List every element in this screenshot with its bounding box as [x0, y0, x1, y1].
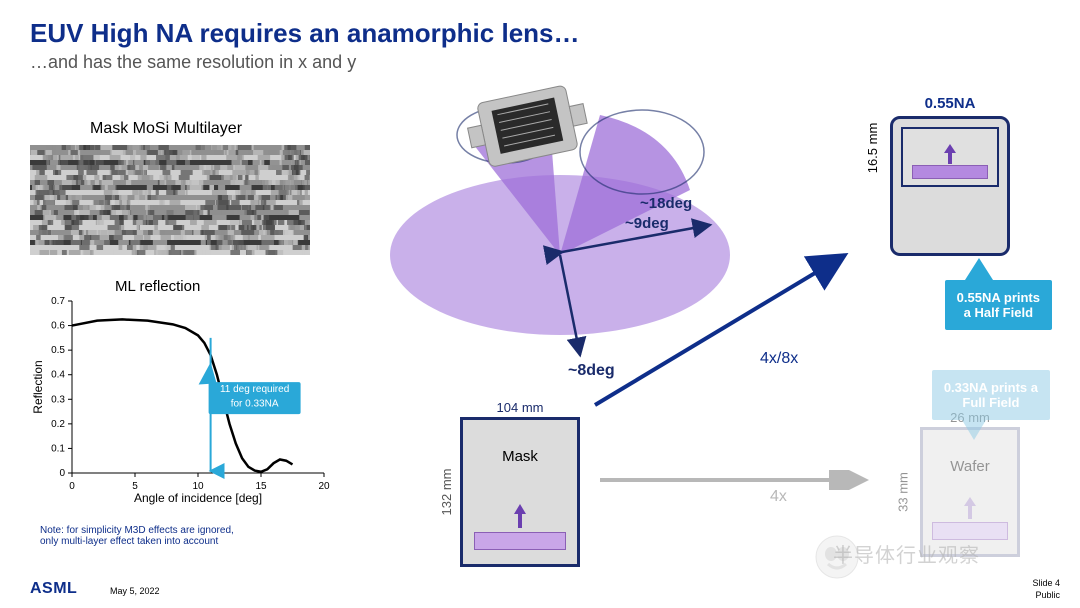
na55-field-bar [912, 165, 987, 179]
callout-body: 0.33NA prints a Full Field [932, 370, 1050, 420]
footnote-line: only multi-layer effect taken into accou… [40, 536, 234, 547]
svg-text:Angle of incidence [deg]: Angle of incidence [deg] [134, 491, 262, 505]
asml-logo: ASML [30, 580, 77, 598]
mask-width-dim: 104 mm [460, 400, 580, 415]
wafer-height-dim: 33 mm [895, 472, 910, 512]
mask-diagram: 104 mm 132 mm Mask [460, 400, 580, 567]
svg-text:0.7: 0.7 [51, 296, 65, 307]
reflection-chart: 0510152000.10.20.30.40.50.60.7Angle of i… [30, 295, 330, 505]
svg-text:0.6: 0.6 [51, 321, 65, 332]
callout-tip-icon [962, 420, 986, 440]
mask-frame: 132 mm Mask [460, 417, 580, 567]
svg-text:0.1: 0.1 [51, 443, 65, 454]
wafer-frame: 33 mm Wafer [920, 427, 1020, 557]
callout-text: 0.33NA prints a [944, 380, 1038, 395]
callout-055na: 0.55NA prints a Half Field [945, 280, 1052, 330]
callout-tip-icon [965, 258, 993, 280]
callout-text: Full Field [944, 395, 1038, 410]
up-arrow-icon [963, 496, 977, 520]
ratio-4x-label: 4x [770, 488, 787, 506]
mask-field-bar [474, 532, 565, 550]
arrow-4x8x [585, 240, 885, 420]
ratio-4x8x-label: 4x/8x [760, 350, 798, 368]
svg-text:0: 0 [59, 468, 65, 479]
callout-text: a Half Field [957, 305, 1040, 320]
watermark-text: 半导体行业观察 [833, 539, 980, 568]
slide-subtitle: …and has the same resolution in x and y [30, 52, 356, 73]
callout-033na: 0.33NA prints a Full Field [932, 370, 1050, 420]
svg-text:~18deg: ~18deg [640, 195, 692, 212]
svg-text:20: 20 [318, 481, 330, 492]
wafer-label: Wafer [923, 458, 1017, 475]
svg-text:0.5: 0.5 [51, 345, 65, 356]
na55-title: 0.55NA [890, 95, 1010, 112]
svg-text:0.4: 0.4 [51, 370, 65, 381]
wafer-field-bar [932, 522, 1007, 540]
callout-text: 0.55NA prints [957, 290, 1040, 305]
arrow-4x [595, 470, 885, 490]
slide-number: Slide 4 [1032, 578, 1060, 588]
na55-frame: 16.5 mm [890, 116, 1010, 256]
svg-text:for 0.33NA: for 0.33NA [231, 399, 279, 410]
chart-title: ML reflection [115, 278, 200, 295]
up-arrow-icon [512, 502, 528, 530]
svg-text:Reflection: Reflection [31, 360, 45, 413]
na55-diagram: 0.55NA 16.5 mm [890, 95, 1010, 256]
multilayer-graphic [30, 145, 310, 255]
callout-body: 0.55NA prints a Half Field [945, 280, 1052, 330]
svg-text:0.2: 0.2 [51, 419, 65, 430]
svg-text:11 deg required: 11 deg required [220, 384, 289, 395]
classification: Public [1035, 590, 1060, 600]
svg-text:~9deg: ~9deg [625, 215, 669, 232]
multilayer-label: Mask MoSi Multilayer [90, 120, 242, 138]
na55-inner [901, 127, 999, 187]
svg-text:0.3: 0.3 [51, 394, 65, 405]
mask-label: Mask [463, 448, 577, 465]
svg-text:0: 0 [69, 481, 75, 492]
footnote: Note: for simplicity M3D effects are ign… [40, 525, 234, 547]
slide-title: EUV High NA requires an anamorphic lens… [30, 18, 580, 49]
footnote-line: Note: for simplicity M3D effects are ign… [40, 525, 234, 536]
footer-date: May 5, 2022 [110, 586, 160, 596]
up-arrow-icon [943, 143, 957, 165]
na55-height-dim: 16.5 mm [865, 123, 880, 174]
mask-height-dim: 132 mm [439, 469, 454, 516]
